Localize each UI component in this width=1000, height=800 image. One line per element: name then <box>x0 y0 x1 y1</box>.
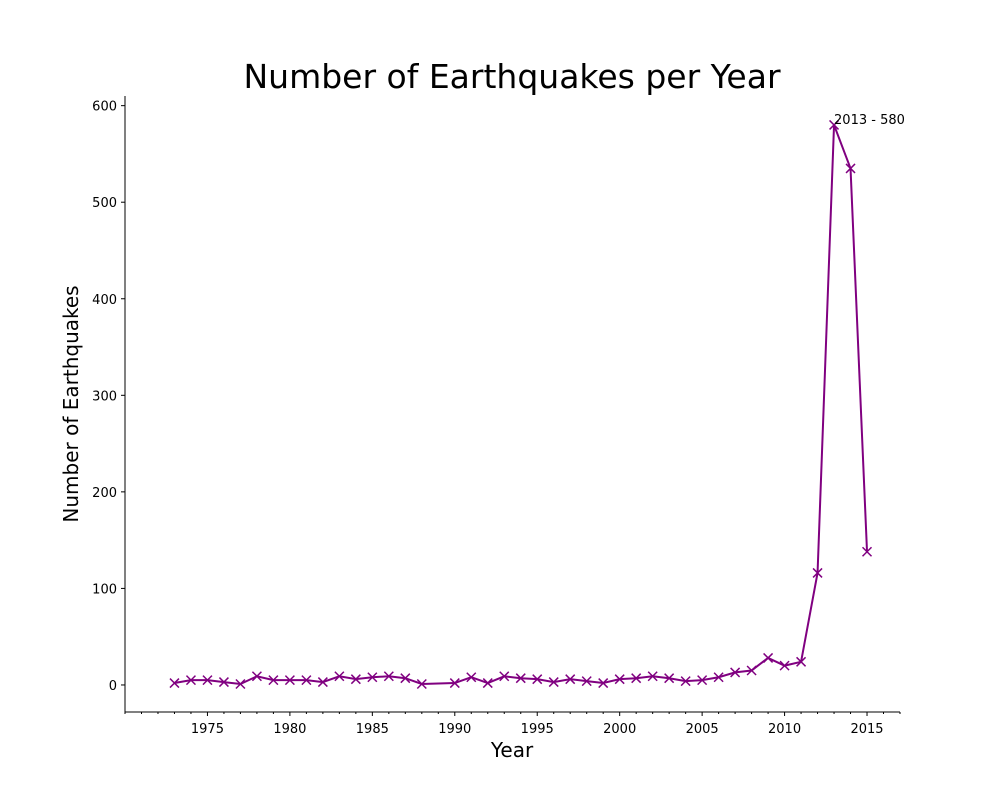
data-point-marker <box>169 678 180 689</box>
data-point-marker <box>861 546 873 557</box>
data-point-marker <box>532 674 543 685</box>
y-axis-label: Number of Earthquakes <box>59 285 83 522</box>
data-point-marker <box>317 677 328 688</box>
data-point-marker <box>796 656 807 667</box>
data-point-marker <box>779 660 790 671</box>
series-markers <box>169 119 873 690</box>
x-tick-label: 2010 <box>768 722 801 737</box>
x-axis-ticks: 1975 1980 1985 1990 1995 2000 2005 2010 2015 <box>124 712 901 737</box>
data-point-marker <box>284 675 295 686</box>
data-point-marker <box>565 674 576 685</box>
data-point-marker <box>383 671 394 682</box>
data-point-marker <box>614 674 625 685</box>
chart-title: Number of Earthquakes per Year <box>243 57 780 96</box>
data-point-marker <box>812 567 823 578</box>
y-tick-label: 400 <box>92 293 117 308</box>
y-tick-label: 600 <box>92 100 117 115</box>
data-point-marker <box>235 678 246 690</box>
data-point-marker <box>251 671 262 682</box>
data-point-marker <box>268 675 279 686</box>
x-tick-label: 1990 <box>438 722 471 737</box>
peak-annotation: 2013 - 580 <box>834 113 905 128</box>
x-tick-label: 1985 <box>356 722 389 737</box>
data-point-marker <box>400 673 411 684</box>
y-tick-label: 200 <box>92 486 117 501</box>
data-point-marker <box>697 675 708 686</box>
data-point-marker <box>548 677 559 688</box>
data-point-marker <box>631 673 642 684</box>
y-tick-label: 100 <box>92 582 117 597</box>
x-tick-label: 2005 <box>686 722 719 737</box>
data-point-marker <box>367 672 378 683</box>
data-point-marker <box>466 672 477 683</box>
data-point-marker <box>482 678 493 689</box>
data-point-marker <box>581 676 592 687</box>
y-tick-label: 300 <box>92 389 117 404</box>
data-point-marker <box>598 678 609 689</box>
data-point-marker <box>680 676 691 687</box>
x-tick-label: 1995 <box>521 722 554 737</box>
data-point-marker <box>350 674 361 685</box>
y-tick-label: 500 <box>92 196 117 211</box>
data-point-marker <box>301 675 312 686</box>
x-axis-label: Year <box>490 738 534 762</box>
x-tick-label: 2000 <box>603 722 636 737</box>
data-point-marker <box>515 673 526 684</box>
x-tick-label: 1980 <box>273 722 306 737</box>
data-point-marker <box>713 672 724 683</box>
y-axis-ticks: 0 100 200 300 400 500 600 <box>92 100 125 694</box>
data-point-marker <box>202 675 213 686</box>
data-point-marker <box>449 678 460 689</box>
data-point-marker <box>416 678 427 690</box>
data-point-marker <box>185 675 196 686</box>
data-point-marker <box>829 119 840 130</box>
data-point-marker <box>730 667 741 678</box>
data-point-marker <box>664 673 675 684</box>
x-tick-label: 2015 <box>850 722 883 737</box>
data-point-marker <box>218 677 229 688</box>
data-point-marker <box>499 671 510 682</box>
data-point-marker <box>845 163 856 174</box>
y-tick-label: 0 <box>109 679 117 694</box>
x-tick-label: 1975 <box>191 722 224 737</box>
data-point-marker <box>334 671 345 682</box>
data-point-marker <box>746 665 757 676</box>
data-point-marker <box>763 652 774 663</box>
data-point-marker <box>647 671 658 682</box>
series-line <box>174 124 869 686</box>
